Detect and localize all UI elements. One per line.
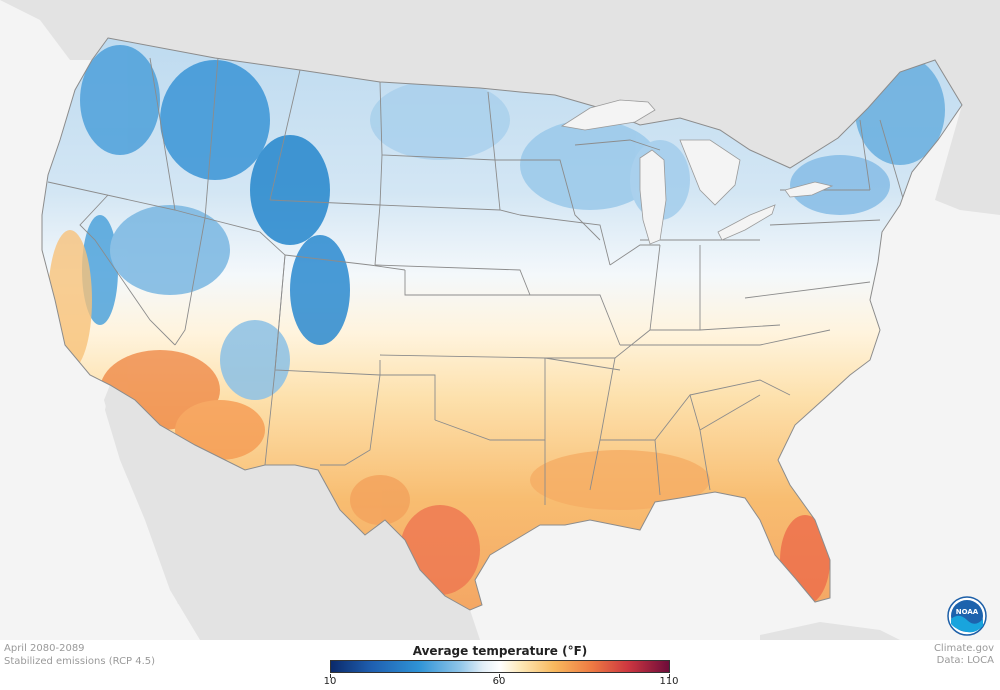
great-lakes (560, 99, 834, 245)
legend-title: Average temperature (°F) (412, 644, 588, 658)
map-footer: April 2080-2089 Stabilized emissions (RC… (0, 640, 1000, 690)
lake-erie (717, 204, 776, 241)
temperature-map: NOAA (0, 0, 1000, 640)
lake-ontario (784, 181, 834, 198)
legend-tick-mid (499, 674, 500, 678)
noaa-logo-text: NOAA (956, 608, 979, 616)
legend-color-bar (330, 660, 670, 673)
scenario-label: Stabilized emissions (RCP 4.5) (4, 656, 156, 667)
legend-label-mid: 60 (492, 676, 506, 687)
lake-superior (560, 99, 656, 131)
data-credit: Data: LOCA (936, 655, 994, 666)
mexico-landmass (105, 385, 480, 640)
source-credit: Climate.gov (933, 643, 994, 654)
legend-label-min: 10 (323, 676, 337, 687)
legend-tick-min (330, 674, 331, 678)
canada-landmass (0, 0, 1000, 215)
noaa-logo: NOAA (947, 596, 987, 636)
cuba-landmass (760, 622, 900, 640)
baja-landmass (104, 385, 190, 604)
lake-huron (679, 139, 741, 206)
legend-tick-max (669, 674, 670, 678)
state-borders (47, 57, 906, 505)
legend-label-max: 110 (659, 676, 679, 687)
lake-michigan (639, 149, 667, 245)
period-label: April 2080-2089 (4, 643, 85, 654)
